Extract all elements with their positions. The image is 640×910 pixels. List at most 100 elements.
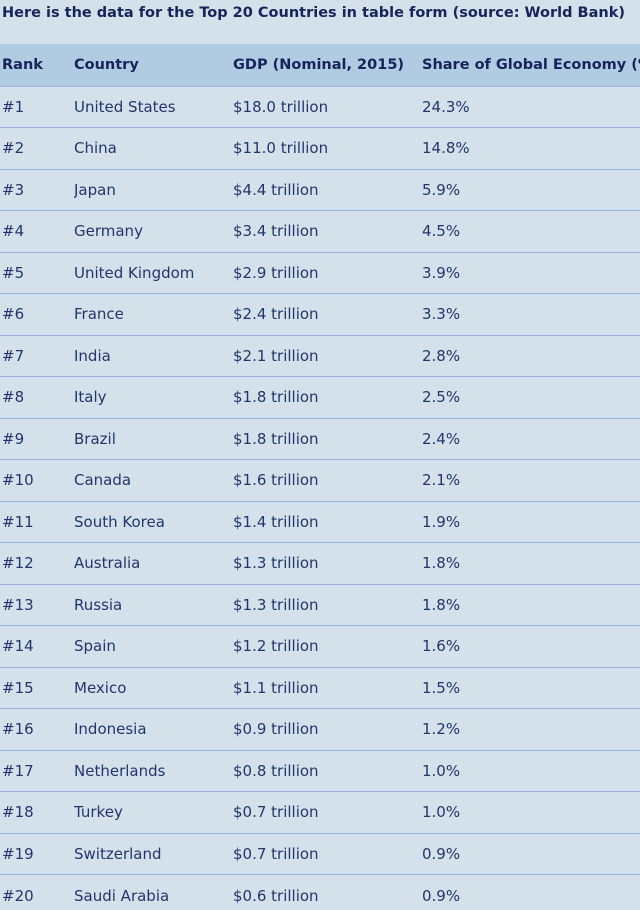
cell-rank: #15: [2, 678, 34, 697]
cell-share: 3.9%: [422, 263, 461, 282]
table-row: #6 France $2.4 trillion 3.3%: [0, 293, 640, 336]
cell-gdp: $0.8 trillion: [233, 761, 319, 780]
cell-gdp: $2.9 trillion: [233, 263, 319, 282]
cell-country: Italy: [74, 388, 107, 407]
cell-rank: #6: [2, 305, 25, 324]
cell-gdp: $1.8 trillion: [233, 429, 319, 448]
cell-country: China: [74, 139, 117, 158]
cell-gdp: $1.8 trillion: [233, 388, 319, 407]
cell-gdp: $0.6 trillion: [233, 886, 319, 905]
cell-gdp: $0.9 trillion: [233, 720, 319, 739]
cell-rank: #20: [2, 886, 34, 905]
header-row: Rank Country GDP (Nominal, 2015) Share o…: [0, 44, 640, 86]
table-row: #9 Brazil $1.8 trillion 2.4%: [0, 418, 640, 460]
table-row: #18 Turkey $0.7 trillion 1.0%: [0, 791, 640, 834]
cell-country: Saudi Arabia: [74, 886, 170, 905]
table-row: #1 United States $18.0 trillion 24.3%: [0, 86, 640, 128]
table-row: #20 Saudi Arabia $0.6 trillion 0.9%: [0, 874, 640, 910]
cell-rank: #12: [2, 554, 34, 573]
cell-rank: #10: [2, 471, 34, 490]
cell-country: Brazil: [74, 429, 116, 448]
cell-country: Australia: [74, 554, 141, 573]
cell-share: 2.5%: [422, 388, 461, 407]
cell-share: 1.8%: [422, 595, 461, 614]
cell-rank: #7: [2, 346, 25, 365]
cell-share: 1.5%: [422, 678, 461, 697]
cell-country: Indonesia: [74, 720, 147, 739]
table-row: #12 Australia $1.3 trillion 1.8%: [0, 542, 640, 585]
cell-country: Japan: [74, 180, 116, 199]
cell-gdp: $2.1 trillion: [233, 346, 319, 365]
header-share: Share of Global Economy (%): [422, 56, 640, 73]
header-gdp: GDP (Nominal, 2015): [233, 56, 405, 73]
cell-country: Canada: [74, 471, 132, 490]
cell-share: 2.1%: [422, 471, 461, 490]
cell-country: Turkey: [74, 803, 123, 822]
cell-share: 0.9%: [422, 844, 461, 863]
cell-country: United Kingdom: [74, 263, 195, 282]
cell-gdp: $3.4 trillion: [233, 222, 319, 241]
cell-gdp: $1.2 trillion: [233, 637, 319, 656]
table-row: #7 India $2.1 trillion 2.8%: [0, 335, 640, 377]
cell-rank: #13: [2, 595, 34, 614]
cell-share: 5.9%: [422, 180, 461, 199]
cell-country: France: [74, 305, 124, 324]
cell-rank: #11: [2, 512, 34, 531]
cell-gdp: $18.0 trillion: [233, 97, 329, 116]
cell-gdp: $1.3 trillion: [233, 554, 319, 573]
cell-share: 0.9%: [422, 886, 461, 905]
cell-share: 1.0%: [422, 761, 461, 780]
cell-share: 2.4%: [422, 429, 461, 448]
cell-share: 1.6%: [422, 637, 461, 656]
cell-rank: #18: [2, 803, 34, 822]
cell-gdp: $2.4 trillion: [233, 305, 319, 324]
cell-share: 24.3%: [422, 97, 470, 116]
cell-gdp: $1.6 trillion: [233, 471, 319, 490]
cell-country: India: [74, 346, 111, 365]
cell-gdp: $1.1 trillion: [233, 678, 319, 697]
table-row: #5 United Kingdom $2.9 trillion 3.9%: [0, 252, 640, 294]
cell-rank: #17: [2, 761, 34, 780]
table-row: #11 South Korea $1.4 trillion 1.9%: [0, 501, 640, 543]
cell-share: 1.9%: [422, 512, 461, 531]
table-row: #8 Italy $1.8 trillion 2.5%: [0, 376, 640, 419]
table-row: #2 China $11.0 trillion 14.8%: [0, 127, 640, 170]
cell-country: United States: [74, 97, 176, 116]
cell-rank: #8: [2, 388, 25, 407]
table-row: #17 Netherlands $0.8 trillion 1.0%: [0, 750, 640, 792]
cell-gdp: $1.3 trillion: [233, 595, 319, 614]
header-country: Country: [74, 56, 139, 73]
cell-country: Spain: [74, 637, 116, 656]
cell-rank: #14: [2, 637, 34, 656]
table-row: #19 Switzerland $0.7 trillion 0.9%: [0, 833, 640, 875]
cell-share: 4.5%: [422, 222, 461, 241]
cell-share: 1.2%: [422, 720, 461, 739]
cell-rank: #4: [2, 222, 25, 241]
cell-share: 1.8%: [422, 554, 461, 573]
cell-country: Russia: [74, 595, 123, 614]
cell-share: 2.8%: [422, 346, 461, 365]
cell-country: Netherlands: [74, 761, 166, 780]
cell-rank: #3: [2, 180, 25, 199]
cell-rank: #16: [2, 720, 34, 739]
cell-rank: #2: [2, 139, 25, 158]
cell-gdp: $11.0 trillion: [233, 139, 329, 158]
table-header: Rank Country GDP (Nominal, 2015) Share o…: [0, 44, 640, 86]
cell-rank: #19: [2, 844, 34, 863]
cell-gdp: $0.7 trillion: [233, 803, 319, 822]
gdp-table: Rank Country GDP (Nominal, 2015) Share o…: [0, 44, 640, 910]
cell-rank: #9: [2, 429, 25, 448]
cell-share: 14.8%: [422, 139, 470, 158]
cell-share: 3.3%: [422, 305, 461, 324]
cell-gdp: $0.7 trillion: [233, 844, 319, 863]
cell-country: Mexico: [74, 678, 127, 697]
table-row: #15 Mexico $1.1 trillion 1.5%: [0, 667, 640, 709]
cell-gdp: $4.4 trillion: [233, 180, 319, 199]
cell-country: Switzerland: [74, 844, 162, 863]
cell-country: South Korea: [74, 512, 165, 531]
cell-country: Germany: [74, 222, 143, 241]
table-row: #10 Canada $1.6 trillion 2.1%: [0, 459, 640, 502]
table-row: #16 Indonesia $0.9 trillion 1.2%: [0, 708, 640, 751]
table-row: #14 Spain $1.2 trillion 1.6%: [0, 625, 640, 668]
